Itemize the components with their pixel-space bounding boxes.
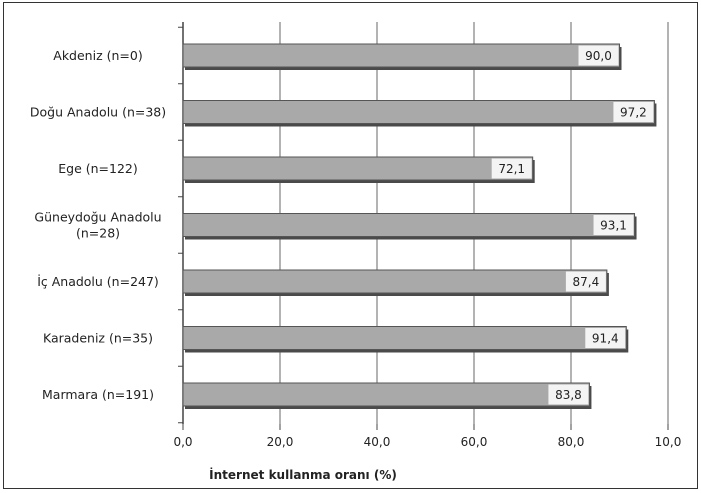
x-tick-label: 60,0 (461, 435, 488, 449)
x-tick-label: 10,0 (655, 435, 682, 449)
value-label: 83,8 (555, 388, 582, 402)
bar-group: 93,1 (183, 214, 637, 240)
bar-chart: 90,0 97,2 72,1 93,1 87,4 91,4 83,8 Akdeniz (n=… (3, 2, 698, 489)
bar (183, 270, 607, 293)
x-tick-label: 40,0 (364, 435, 391, 449)
bar (183, 101, 654, 124)
chart-frame: 90,0 97,2 72,1 93,1 87,4 91,4 83,8 Akdeniz (n=… (3, 2, 698, 489)
chart-border (4, 3, 698, 489)
bar-group: 97,2 (183, 101, 656, 127)
value-label: 90,0 (585, 49, 612, 63)
bar (183, 383, 589, 406)
category-label: Akdeniz (n=0) (53, 48, 142, 63)
category-label: İç Anadolu (n=247) (37, 274, 159, 289)
category-label: Marmara (n=191) (42, 387, 154, 402)
bar-group: 91,4 (183, 327, 628, 353)
value-label: 97,2 (620, 106, 647, 120)
bar (183, 44, 620, 67)
bar-group: 72,1 (183, 157, 535, 183)
category-label: Ege (n=122) (58, 161, 138, 176)
x-tick-label: 0,0 (173, 435, 192, 449)
bar-group: 83,8 (183, 383, 591, 409)
category-label: Doğu Anadolu (n=38) (30, 105, 166, 120)
x-tick-label: 80,0 (558, 435, 585, 449)
x-tick-label: 20,0 (267, 435, 294, 449)
bar-group: 87,4 (183, 270, 609, 296)
category-label: Karadeniz (n=35) (43, 331, 153, 346)
bar (183, 327, 626, 350)
value-label: 93,1 (600, 219, 627, 233)
bar (183, 214, 635, 237)
value-label: 87,4 (573, 275, 600, 289)
value-label: 91,4 (592, 332, 619, 346)
bar (183, 157, 533, 180)
bar-group: 90,0 (183, 44, 622, 70)
value-label: 72,1 (498, 162, 525, 176)
x-axis-title: İnternet kullanma oranı (%) (209, 467, 397, 482)
